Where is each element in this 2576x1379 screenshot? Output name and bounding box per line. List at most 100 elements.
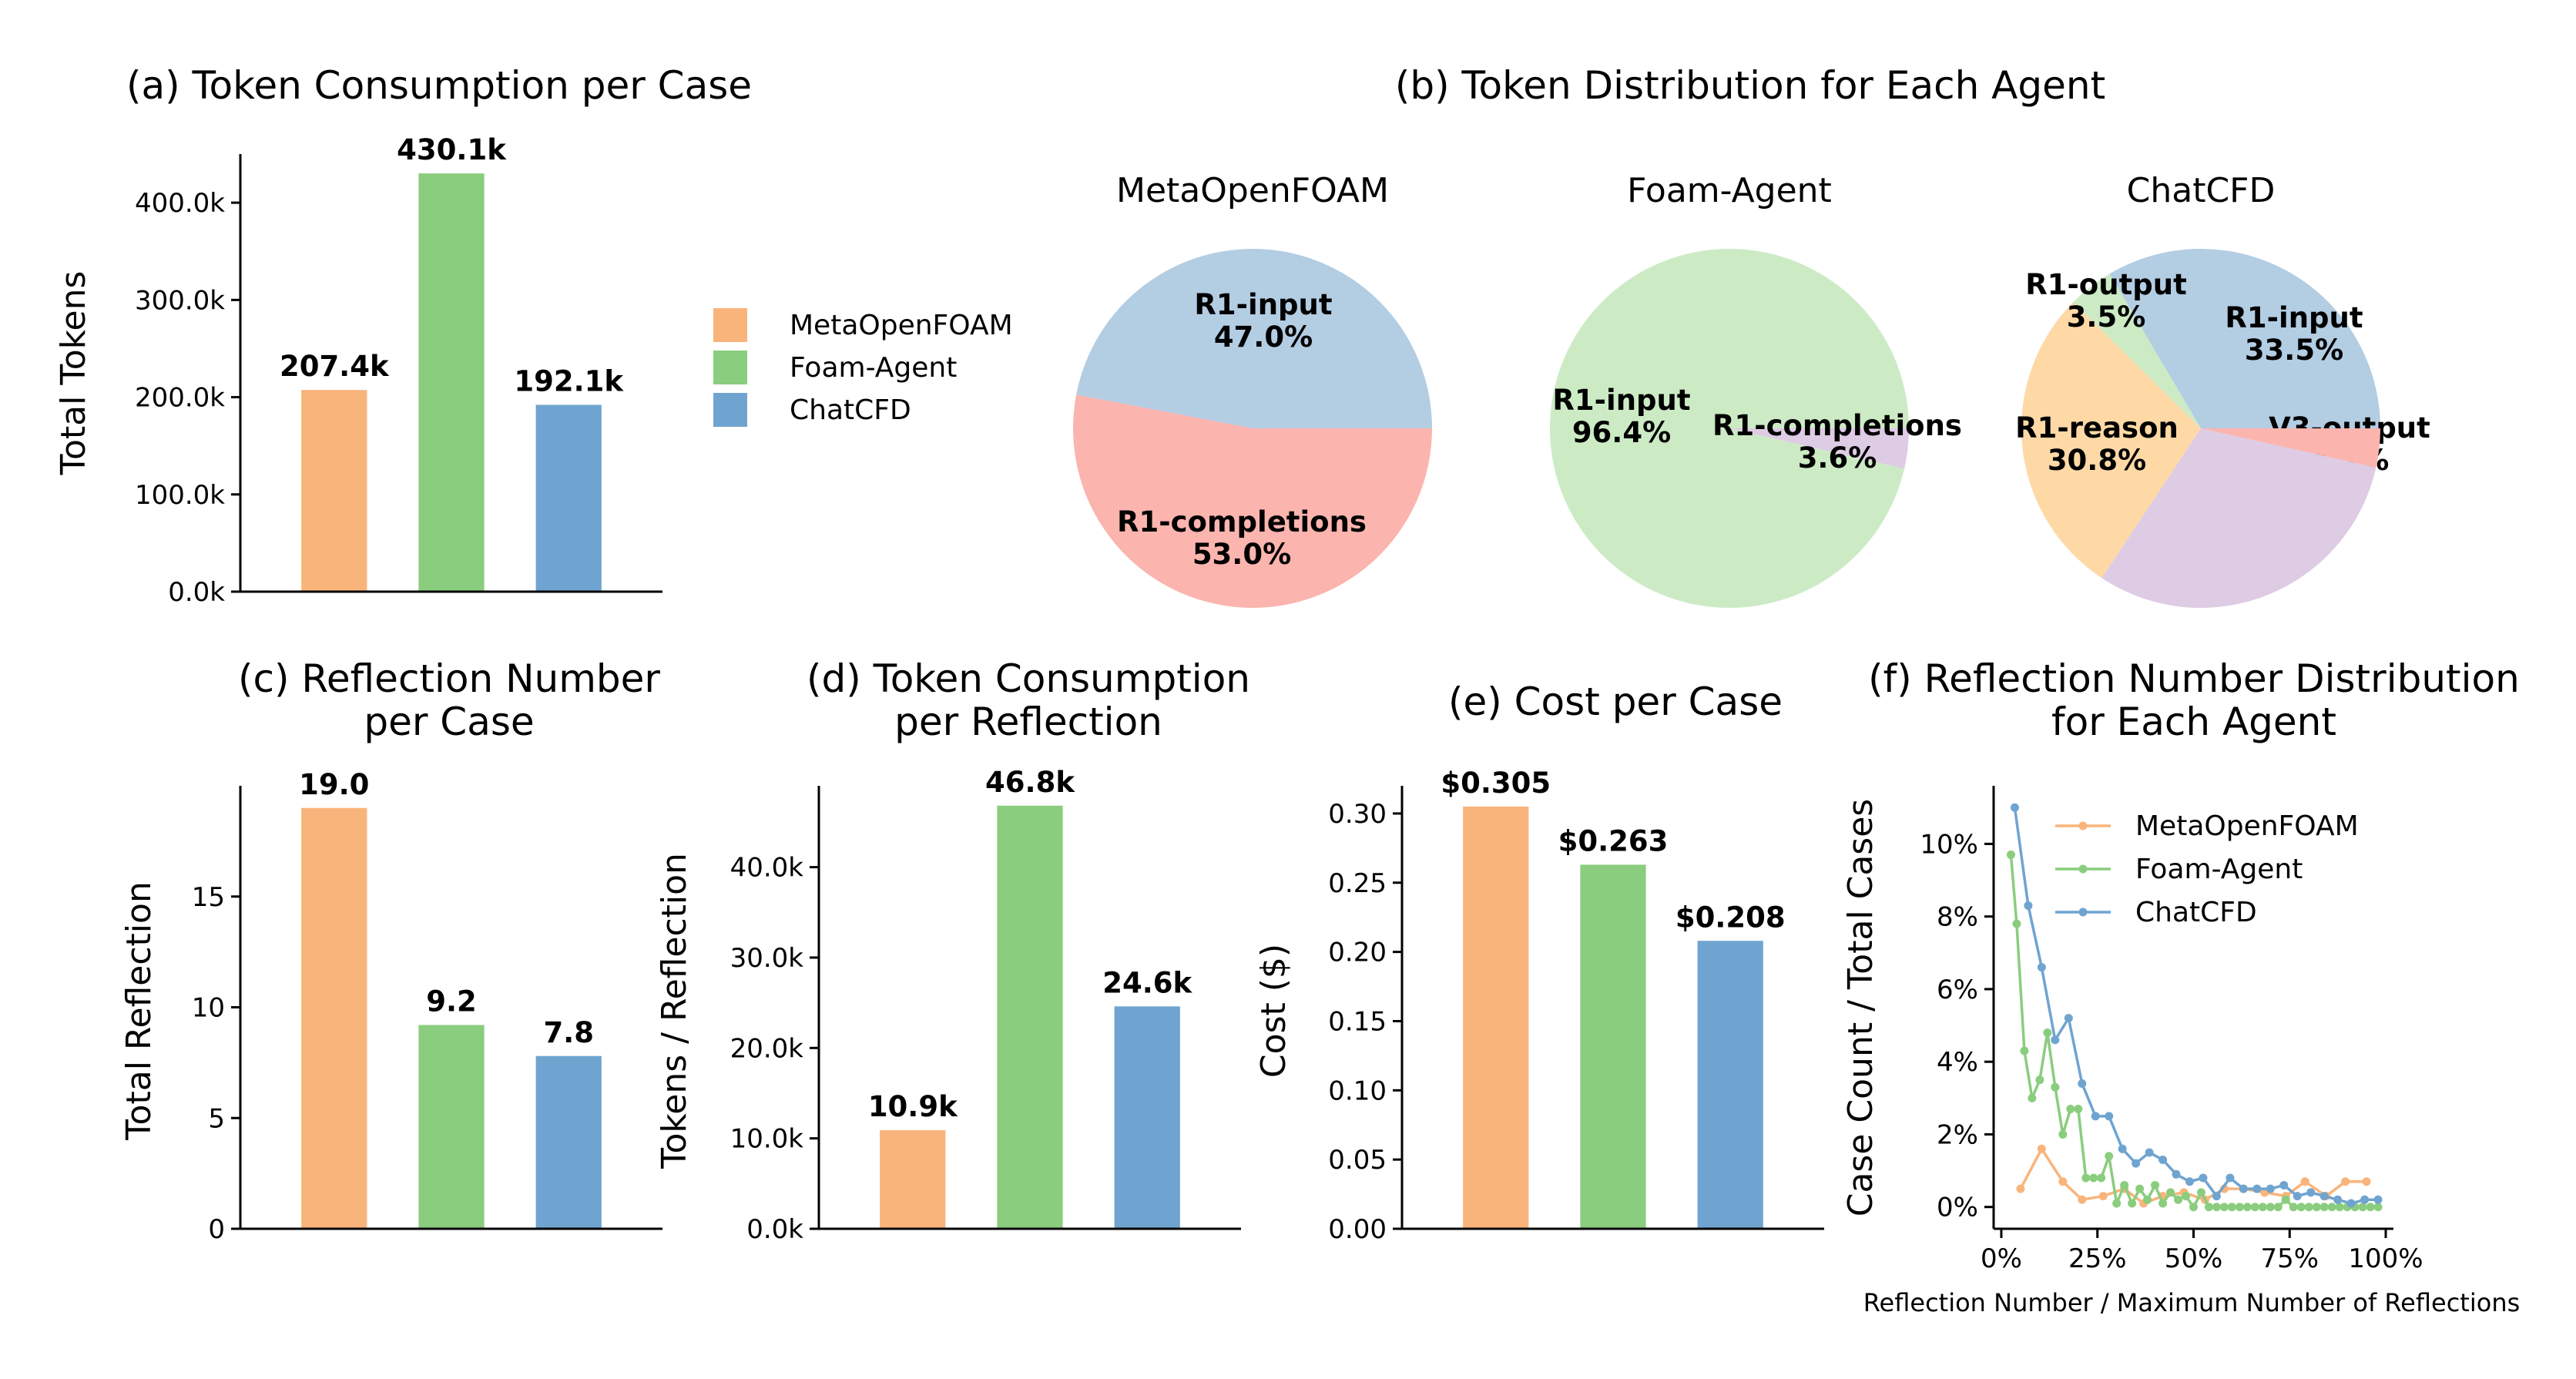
data-point xyxy=(2189,1203,2198,1212)
y-tick-label: 0.25 xyxy=(1328,868,1387,899)
data-point xyxy=(2037,963,2046,972)
data-point xyxy=(2078,1195,2087,1204)
panel-b: (b) Token Distribution for Each Agent Met… xyxy=(1073,63,2430,609)
data-point xyxy=(2327,1203,2336,1212)
y-tick-label: 0.0k xyxy=(168,577,225,608)
data-point xyxy=(2098,1192,2108,1201)
pie-slice-V3-output xyxy=(2073,273,2201,428)
data-point xyxy=(2006,851,2015,860)
panel-title: (f) Reflection Number Distribution xyxy=(1868,656,2520,701)
data-point xyxy=(2010,803,2019,812)
data-point xyxy=(2258,1203,2267,1212)
data-point xyxy=(2051,1035,2060,1045)
data-point xyxy=(2128,1199,2137,1208)
pie-ChatCFD: ChatCFDR1-input33.5%V3-output4.1%V3-inpu… xyxy=(2015,171,2430,609)
data-point xyxy=(2225,1173,2235,1183)
data-point xyxy=(2037,1144,2046,1153)
data-point xyxy=(2252,1184,2262,1193)
data-point xyxy=(2016,1184,2025,1193)
data-point xyxy=(2185,1177,2195,1186)
pie-slice-label: R1-completions xyxy=(1117,505,1367,539)
pie-slice-label: R1-reason xyxy=(2015,411,2179,445)
pie-slice-pct: 3.6% xyxy=(1798,441,1877,475)
data-point xyxy=(2166,1188,2175,1197)
bar-value-label: 19.0 xyxy=(299,768,369,801)
bar-MetaOpenFOAM xyxy=(880,1130,946,1229)
y-tick-label: 100.0k xyxy=(135,480,225,511)
pie-slice-label: R1-input xyxy=(2225,301,2363,334)
bar-value-label: 10.9k xyxy=(868,1090,958,1123)
legend-label: Foam-Agent xyxy=(790,352,957,384)
data-point xyxy=(2306,1188,2316,1197)
panel-d: 10.9k 46.8k 24.6k 0.0k 10.0k 20.0k 30.0k 40.0k (… xyxy=(655,656,1250,1245)
y-tick-label: 40.0k xyxy=(730,853,804,884)
line-legend: MetaOpenFOAM Foam-Agent ChatCFD xyxy=(2055,810,2359,928)
pie-slice-label: R1-output xyxy=(2025,268,2187,301)
bar-value-label: 207.4k xyxy=(280,350,390,383)
data-point xyxy=(2304,1203,2313,1212)
data-point xyxy=(2024,901,2033,911)
pie-slice-R1-completions xyxy=(1729,428,1909,469)
y-axis-label: Case Count / Total Cases xyxy=(1841,799,1880,1216)
x-tick-label: 50% xyxy=(2165,1243,2223,1274)
legend-marker xyxy=(2078,821,2088,830)
bar-value-label: 24.6k xyxy=(1102,966,1192,999)
legend-label: MetaOpenFOAM xyxy=(790,310,1013,341)
y-tick-label: 20.0k xyxy=(730,1033,804,1064)
bar-value-label: 46.8k xyxy=(985,766,1075,799)
data-point xyxy=(2358,1203,2367,1212)
y-tick-label: 0.30 xyxy=(1328,799,1387,830)
pie-slice-pct: 53.0% xyxy=(1192,538,1291,571)
legend-swatch xyxy=(713,308,747,342)
data-point xyxy=(2319,1203,2329,1212)
data-point xyxy=(2043,1028,2052,1037)
pie-title: MetaOpenFOAM xyxy=(1116,171,1389,210)
panel-f: 0% 2% 4% 6% 8% 10% 0% 25% 50% 75% 100% (f) Reflecti… xyxy=(1841,656,2520,1317)
pie-slice-R1-input xyxy=(1076,248,1433,428)
y-tick-label: 4% xyxy=(1937,1047,1978,1078)
pie-slice-R1-reason xyxy=(2101,428,2376,609)
data-point xyxy=(2319,1192,2329,1201)
y-tick-label: 15 xyxy=(192,882,225,913)
y-tick-label: 0.15 xyxy=(1328,1006,1387,1037)
data-point xyxy=(2204,1203,2213,1212)
data-point xyxy=(2373,1195,2383,1204)
legend-swatch xyxy=(713,351,747,384)
data-point xyxy=(2235,1203,2244,1212)
data-point xyxy=(2341,1177,2350,1186)
bar-MetaOpenFOAM xyxy=(301,807,367,1229)
bar-Foam-Agent xyxy=(1580,864,1646,1229)
data-point xyxy=(2089,1173,2098,1183)
data-point xyxy=(2120,1180,2129,1189)
y-tick-label: 30.0k xyxy=(730,943,804,974)
data-point xyxy=(2012,919,2021,928)
bar-ChatCFD xyxy=(1697,941,1763,1229)
data-point xyxy=(2132,1159,2141,1168)
series-Foam-Agent xyxy=(2006,851,2383,1212)
x-tick-label: 25% xyxy=(2068,1243,2127,1274)
data-point xyxy=(2158,1155,2168,1164)
data-point xyxy=(2143,1195,2152,1204)
panel-a: 207.4k 430.1k 192.1k 0.0k 100.0k 200.0k 300.0k… xyxy=(54,63,752,608)
data-point xyxy=(2174,1195,2183,1204)
data-point xyxy=(2135,1184,2145,1193)
data-point xyxy=(2058,1129,2068,1139)
y-tick-label: 10.0k xyxy=(730,1124,804,1155)
data-point xyxy=(2346,1199,2356,1208)
y-tick-label: 0.00 xyxy=(1328,1214,1387,1245)
data-point xyxy=(2312,1203,2321,1212)
panel-title: (b) Token Distribution for Each Agent xyxy=(1395,63,2105,108)
series-line xyxy=(2019,1146,2367,1205)
data-point xyxy=(2081,1173,2091,1183)
data-point xyxy=(2020,1046,2029,1055)
legend-label: ChatCFD xyxy=(790,394,911,426)
data-point xyxy=(2078,1079,2087,1088)
data-point xyxy=(2064,1014,2073,1023)
data-point xyxy=(2199,1173,2208,1183)
bar-value-label: 430.1k xyxy=(397,133,507,166)
data-point xyxy=(2051,1082,2060,1092)
data-point xyxy=(2182,1192,2191,1201)
panel-title: (a) Token Consumption per Case xyxy=(126,63,752,108)
data-point xyxy=(2227,1203,2236,1212)
